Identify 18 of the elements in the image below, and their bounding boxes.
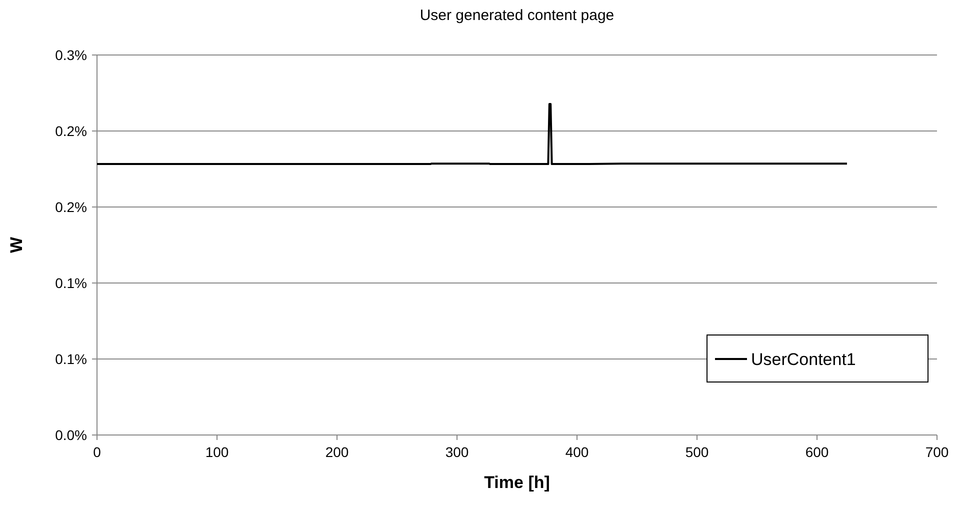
x-tick-label: 0 (93, 444, 102, 460)
y-tick-label: 0.0% (55, 426, 87, 443)
x-tick-label: 300 (445, 444, 469, 460)
x-tick-label: 700 (925, 444, 949, 460)
x-tick-label: 600 (805, 444, 829, 460)
y-tick-label: 0.3% (55, 46, 87, 63)
y-tick-label: 0.2% (55, 198, 87, 215)
y-tick-label: 0.2% (55, 122, 87, 139)
x-axis-title: Time [h] (484, 473, 550, 492)
x-tick-label: 500 (685, 444, 709, 460)
y-tick-label: 0.1% (55, 274, 87, 291)
x-tick-label: 400 (565, 444, 589, 460)
y-axis-title: W (7, 236, 26, 254)
legend-label: UserContent1 (751, 350, 856, 369)
x-tick-label: 200 (325, 444, 349, 460)
chart-title: User generated content page (420, 7, 614, 24)
x-tick-label: 100 (205, 444, 229, 460)
y-tick-label: 0.1% (55, 350, 87, 367)
